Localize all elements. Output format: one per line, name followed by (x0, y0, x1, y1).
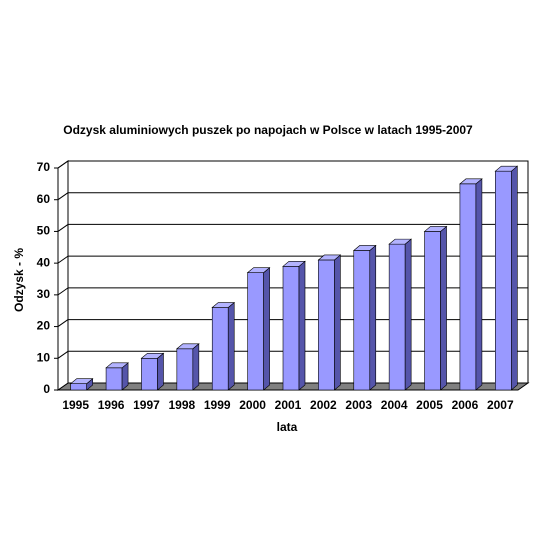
y-tick-label: 30 (37, 287, 51, 301)
bar-top (176, 343, 200, 350)
bar-top (105, 362, 129, 369)
bar-side (263, 267, 270, 391)
grid-line (57, 192, 69, 201)
bar-top (494, 165, 519, 172)
bar (140, 352, 165, 391)
x-tick-label: 1995 (62, 398, 89, 412)
bar-front (105, 367, 123, 391)
bar-front (388, 243, 406, 391)
bar-front (353, 250, 371, 391)
bar-top (388, 238, 412, 245)
plot-side-wall (57, 160, 69, 391)
x-tick-label: 1997 (133, 398, 160, 412)
bar-side (369, 244, 377, 391)
bar-front (424, 231, 441, 391)
x-tick-label: 2001 (275, 398, 302, 412)
x-tick-label: 2003 (345, 398, 372, 412)
bar (317, 254, 342, 391)
bar (246, 267, 271, 391)
x-tick-label: 1998 (168, 398, 195, 412)
y-axis-label: Odzysk - % (12, 248, 26, 312)
bar (423, 225, 448, 391)
bar-front (141, 357, 158, 391)
bar-side (440, 225, 447, 391)
bar-side (298, 260, 306, 391)
bar (176, 343, 200, 391)
bar-top (459, 178, 483, 185)
bar-side (157, 352, 164, 391)
bar-top (423, 226, 448, 232)
bar-side (404, 238, 412, 391)
bar-top (69, 378, 94, 384)
bar-front (247, 272, 264, 391)
bar-top (140, 352, 165, 359)
bar (282, 260, 306, 391)
bar-top (246, 267, 271, 273)
y-tick-label: 10 (37, 350, 51, 364)
bar (459, 178, 483, 391)
grid-line (57, 224, 69, 232)
y-tick-label: 60 (37, 192, 51, 206)
y-tick-label: 40 (37, 255, 51, 269)
x-tick-label: 2007 (487, 398, 514, 412)
bar-side (334, 254, 341, 391)
bar-side (227, 301, 235, 391)
x-tick-label: 1999 (204, 398, 231, 412)
x-tick-label: 2002 (310, 398, 337, 412)
grid-line (57, 350, 69, 359)
bar (69, 378, 94, 391)
bar-side (511, 165, 518, 391)
x-tick-label: 2005 (416, 398, 443, 412)
bar-front (211, 307, 229, 391)
grid-line (57, 319, 69, 327)
bar (105, 362, 129, 391)
x-tick-label: 2000 (239, 398, 266, 412)
bar (388, 238, 412, 391)
grid-line (57, 160, 69, 169)
bar-front (282, 266, 300, 391)
bar-front (495, 170, 512, 391)
bar-front (459, 183, 477, 391)
bar-front (318, 259, 335, 391)
bar (211, 301, 236, 391)
grid-line (57, 287, 69, 296)
y-tick-label: 70 (37, 160, 51, 174)
bar-top (282, 261, 306, 267)
chart-title: Odzysk aluminiowych puszek po napojach w… (63, 123, 473, 137)
y-tick-label: 20 (37, 319, 51, 333)
bar-top (352, 245, 377, 251)
x-tick-label: 2004 (381, 398, 408, 412)
bar (352, 244, 377, 391)
bar-top (317, 254, 342, 261)
grid-line (57, 255, 69, 264)
y-tick-label: 50 (37, 224, 51, 238)
bar-front (70, 383, 87, 391)
bar-front (176, 348, 194, 391)
bar (494, 165, 519, 391)
x-tick-label: 1996 (98, 398, 125, 412)
bar-top (211, 302, 236, 308)
bar-side (192, 343, 200, 391)
x-tick-label: 2006 (452, 398, 479, 412)
y-tick-label: 0 (43, 382, 50, 396)
x-axis-label: lata (277, 420, 298, 434)
bar-side (475, 178, 483, 391)
